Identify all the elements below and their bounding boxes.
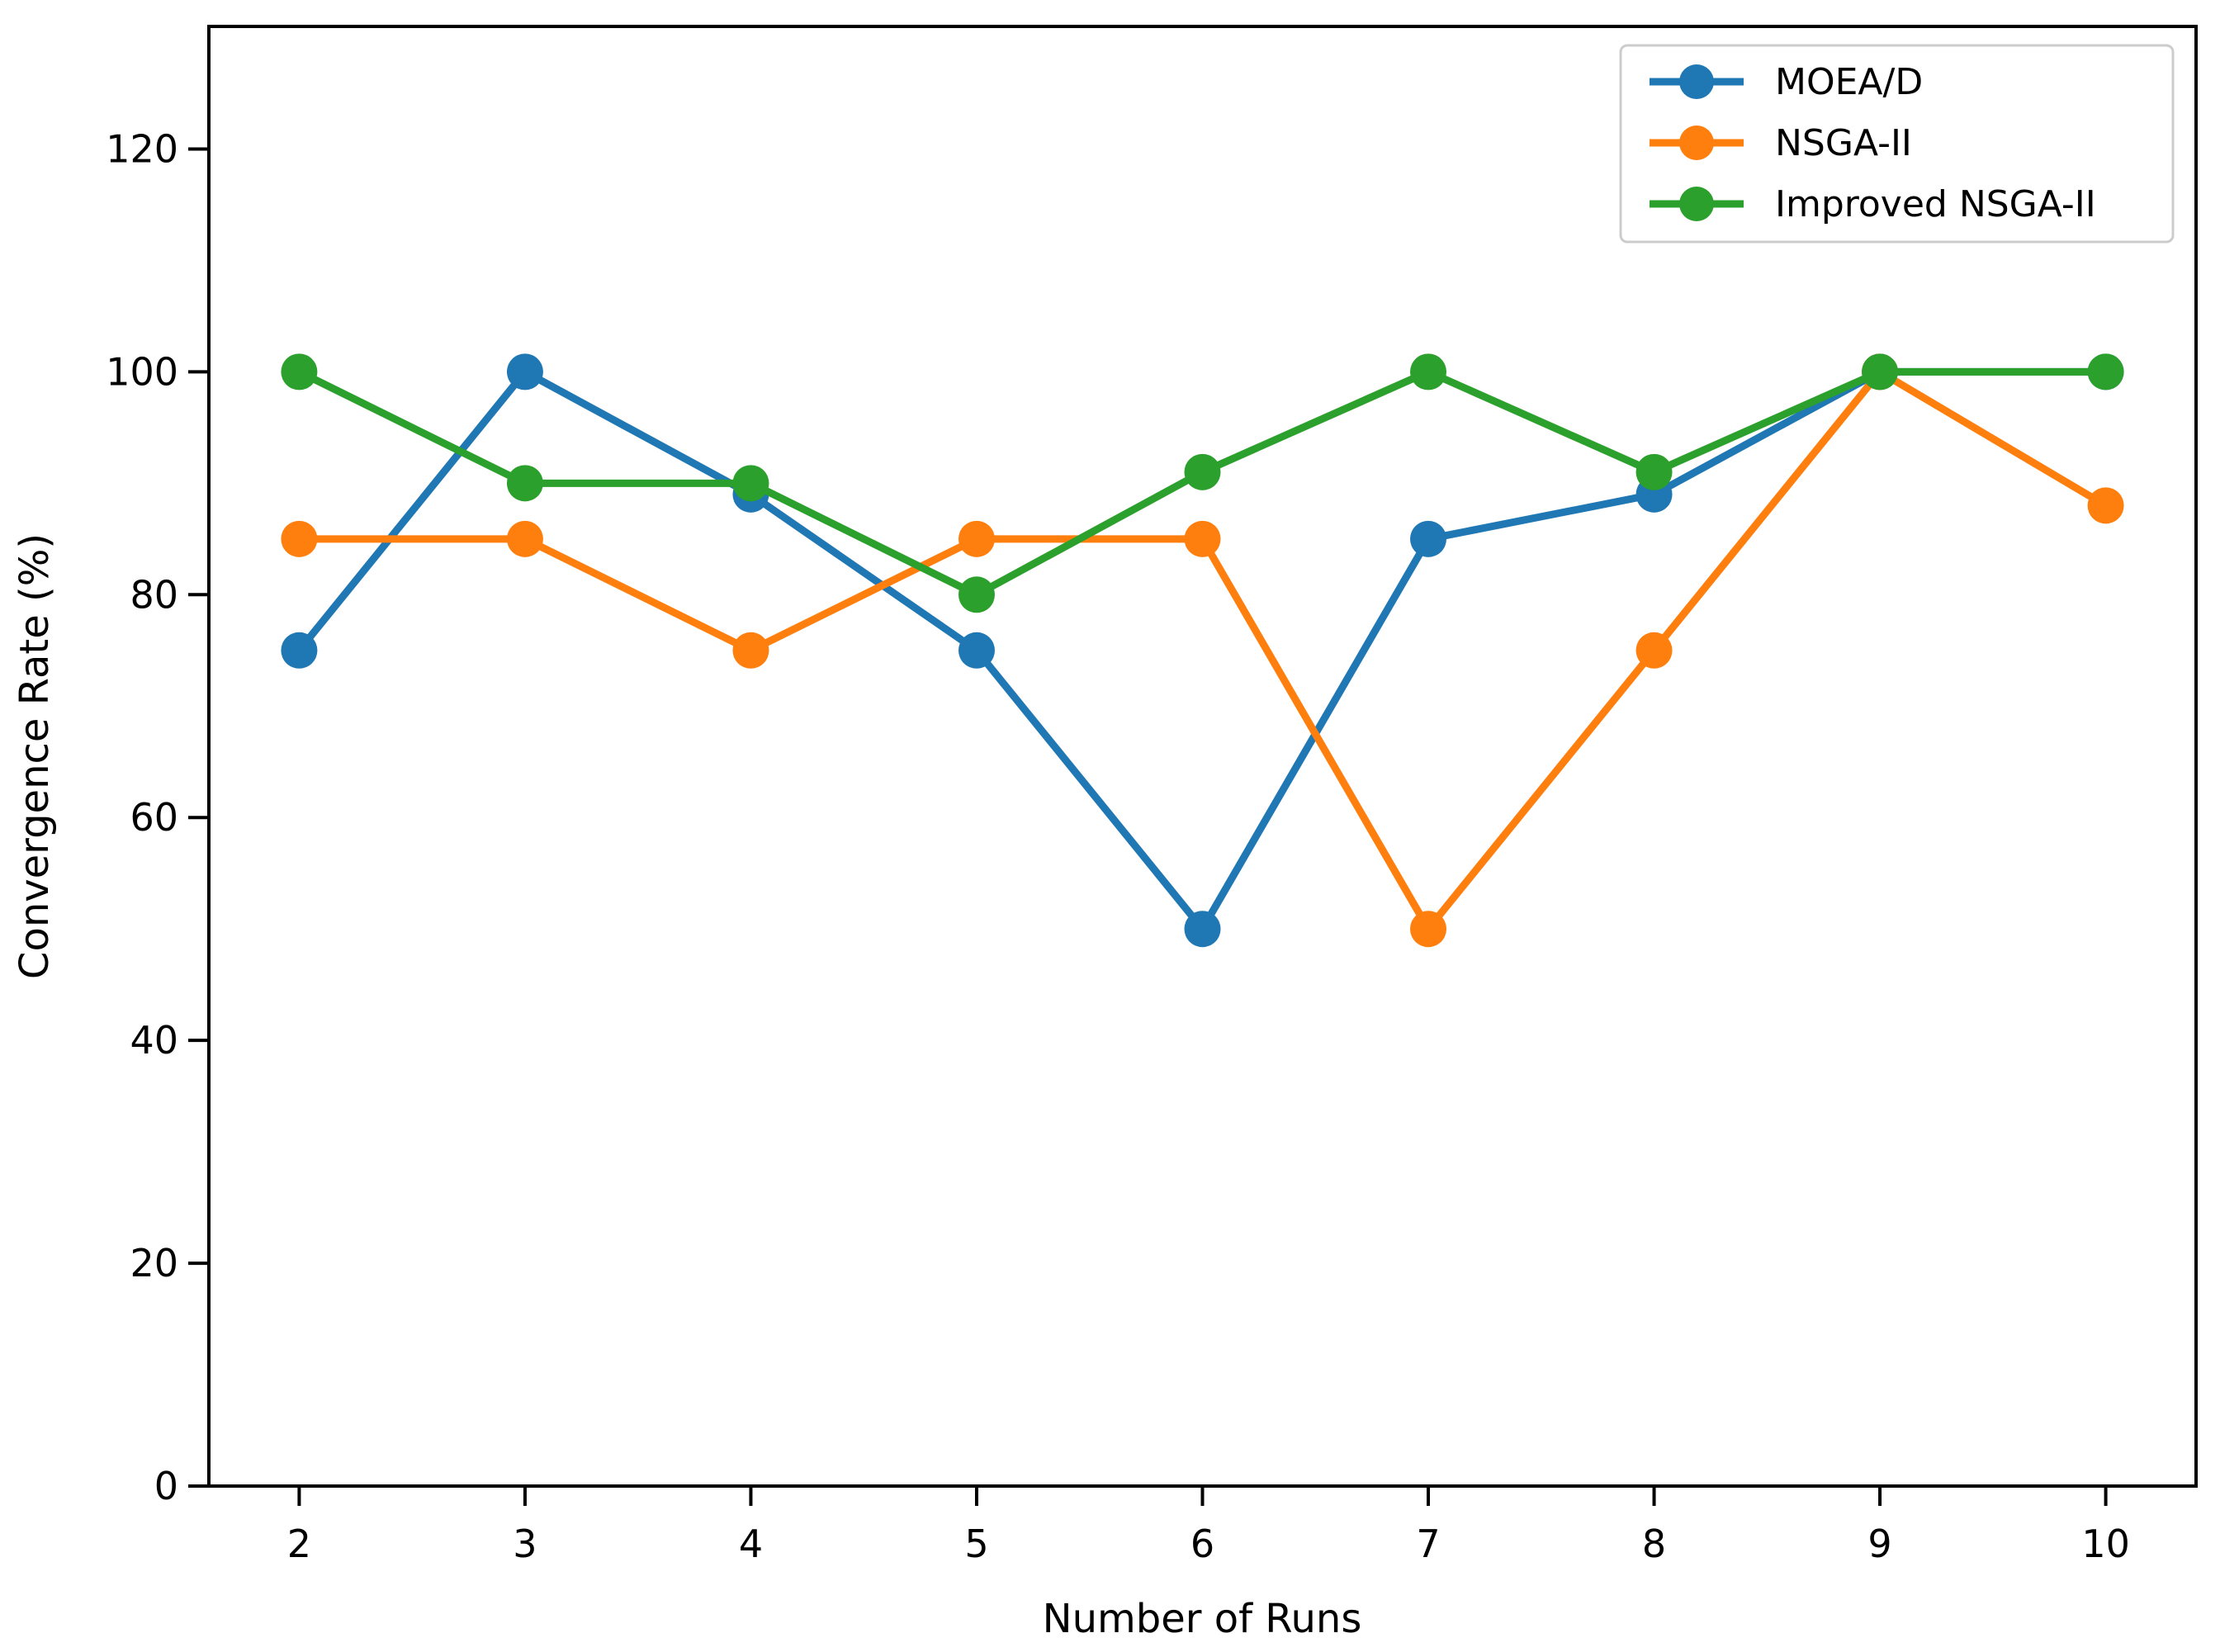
data-point bbox=[732, 632, 769, 669]
data-point bbox=[1184, 911, 1221, 948]
data-point bbox=[958, 632, 995, 669]
x-tick-label: 5 bbox=[964, 1522, 988, 1566]
data-point bbox=[1410, 911, 1447, 948]
data-point bbox=[281, 632, 318, 669]
data-point bbox=[1635, 453, 1673, 490]
x-tick-label: 8 bbox=[1642, 1522, 1666, 1566]
data-point bbox=[506, 520, 543, 557]
y-tick-label: 80 bbox=[130, 572, 178, 617]
plot-area: 2 3 4 5 6 7 8 9 10020406080100120MOEA/DNSGA-IIIm… bbox=[106, 25, 2198, 1566]
legend-item: Improved NSGA-II bbox=[1650, 183, 2096, 225]
legend-marker-dot bbox=[1679, 125, 1714, 160]
legend-item-label: NSGA-II bbox=[1775, 122, 1912, 164]
data-point bbox=[506, 465, 543, 502]
series-improved-nsga-ii bbox=[281, 353, 2124, 613]
data-point bbox=[1410, 520, 1447, 557]
data-point bbox=[506, 353, 543, 391]
data-point bbox=[281, 520, 318, 557]
data-point bbox=[1184, 453, 1221, 490]
x-tick-label: 2 bbox=[287, 1522, 311, 1566]
data-point bbox=[2087, 487, 2124, 524]
legend-item-label: Improved NSGA-II bbox=[1775, 183, 2096, 225]
data-point bbox=[281, 353, 318, 391]
data-point bbox=[1410, 353, 1447, 391]
x-axis-label: Number of Runs bbox=[1043, 1596, 1362, 1642]
legend: MOEA/D NSGA-II Improved NSGA-II bbox=[1619, 44, 2175, 244]
data-point bbox=[1635, 632, 1673, 669]
x-tick-label: 6 bbox=[1190, 1522, 1214, 1566]
y-tick-label: 20 bbox=[130, 1241, 178, 1285]
legend-item-label: MOEA/D bbox=[1775, 61, 1923, 103]
y-tick-label: 120 bbox=[106, 126, 178, 171]
x-tick-label: 9 bbox=[1867, 1522, 1891, 1566]
x-tick-label: 3 bbox=[513, 1522, 537, 1566]
x-tick-label: 4 bbox=[739, 1522, 763, 1566]
data-point bbox=[2087, 353, 2124, 391]
series-nsga-ii bbox=[281, 353, 2124, 948]
data-point bbox=[1862, 353, 1899, 391]
data-point bbox=[1184, 520, 1221, 557]
x-tick-label: 7 bbox=[1416, 1522, 1440, 1566]
legend-marker-dot bbox=[1679, 187, 1714, 221]
legend-item: NSGA-II bbox=[1650, 122, 1912, 164]
data-point bbox=[958, 520, 995, 557]
y-tick-label: 100 bbox=[106, 349, 178, 394]
x-tick-label: 10 bbox=[2081, 1522, 2130, 1566]
y-tick-label: 40 bbox=[130, 1018, 178, 1063]
y-axis-label: Convergence Rate (%) bbox=[12, 533, 58, 979]
data-point bbox=[732, 465, 769, 502]
data-point bbox=[958, 576, 995, 613]
y-tick-label: 0 bbox=[154, 1464, 178, 1508]
legend-item: MOEA/D bbox=[1650, 61, 1923, 103]
axes-spines bbox=[207, 25, 2198, 1488]
legend-box bbox=[1619, 44, 2175, 244]
legend-marker-dot bbox=[1679, 64, 1714, 99]
y-tick-label: 60 bbox=[130, 795, 178, 840]
series-moea-d bbox=[281, 353, 2124, 948]
